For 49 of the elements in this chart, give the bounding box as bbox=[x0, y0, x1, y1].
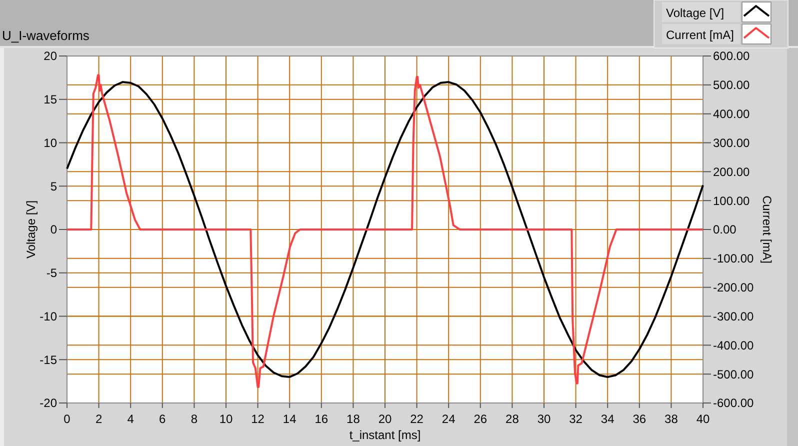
y2-tick-label: 500.00 bbox=[713, 78, 750, 92]
x-tick-label: 16 bbox=[314, 412, 328, 426]
y2-tick-label: 400.00 bbox=[713, 107, 750, 122]
x-tick-label: 0 bbox=[64, 412, 71, 426]
x-tick-label: 4 bbox=[127, 412, 134, 426]
y2-tick-label: 0.00 bbox=[713, 222, 737, 237]
x-tick-label: 22 bbox=[410, 412, 424, 426]
legend-label: Current [mA] bbox=[666, 28, 734, 42]
x-axis-title: t_instant [ms] bbox=[349, 428, 421, 442]
y2-tick-label: 600.00 bbox=[713, 49, 750, 64]
y-tick-label: 15 bbox=[44, 92, 58, 107]
y2-tick-label: 100.00 bbox=[713, 194, 750, 208]
y-tick-label: -15 bbox=[40, 352, 58, 367]
x-tick-label: 28 bbox=[506, 412, 520, 426]
x-tick-label: 34 bbox=[600, 412, 615, 426]
y2-tick-label: 300.00 bbox=[713, 136, 750, 150]
x-tick-label: 26 bbox=[474, 412, 488, 426]
y-tick-label: -5 bbox=[46, 266, 58, 280]
y-tick-label: 10 bbox=[44, 136, 58, 150]
y2-axis-title: Current [mA] bbox=[760, 195, 774, 264]
y2-tick-label: -100.00 bbox=[713, 252, 754, 266]
x-tick-label: 36 bbox=[632, 412, 646, 426]
x-tick-label: 30 bbox=[537, 412, 551, 426]
x-tick-label: 12 bbox=[251, 412, 265, 426]
x-tick-label: 38 bbox=[664, 412, 678, 426]
x-tick-label: 8 bbox=[190, 412, 198, 426]
x-tick-label: 2 bbox=[95, 412, 102, 426]
y2-tick-label: -500.00 bbox=[713, 367, 754, 382]
x-tick-label: 40 bbox=[696, 412, 710, 426]
y2-tick-label: -600.00 bbox=[713, 396, 754, 410]
y-axis-title: Voltage [V] bbox=[24, 200, 38, 259]
y-tick-label: -10 bbox=[40, 309, 58, 324]
x-tick-label: 6 bbox=[159, 412, 166, 426]
y-tick-label: 20 bbox=[44, 49, 58, 64]
x-tick-label: 14 bbox=[282, 412, 297, 426]
x-tick-label: 20 bbox=[378, 412, 392, 426]
y-tick-label: 5 bbox=[50, 179, 58, 194]
y2-tick-label: -200.00 bbox=[713, 280, 754, 295]
y2-tick-label: 200.00 bbox=[713, 164, 750, 179]
x-tick-label: 18 bbox=[346, 412, 360, 426]
x-tick-label: 32 bbox=[569, 412, 583, 426]
chart-title: U_I-waveforms bbox=[2, 28, 90, 43]
legend-label: Voltage [V] bbox=[666, 6, 724, 20]
y-tick-label: -20 bbox=[40, 396, 58, 410]
y2-tick-label: -300.00 bbox=[713, 309, 754, 324]
x-tick-label: 24 bbox=[442, 412, 456, 426]
y-tick-label: 0 bbox=[50, 222, 58, 237]
x-tick-label: 10 bbox=[219, 412, 233, 426]
y2-tick-label: -400.00 bbox=[713, 338, 754, 352]
